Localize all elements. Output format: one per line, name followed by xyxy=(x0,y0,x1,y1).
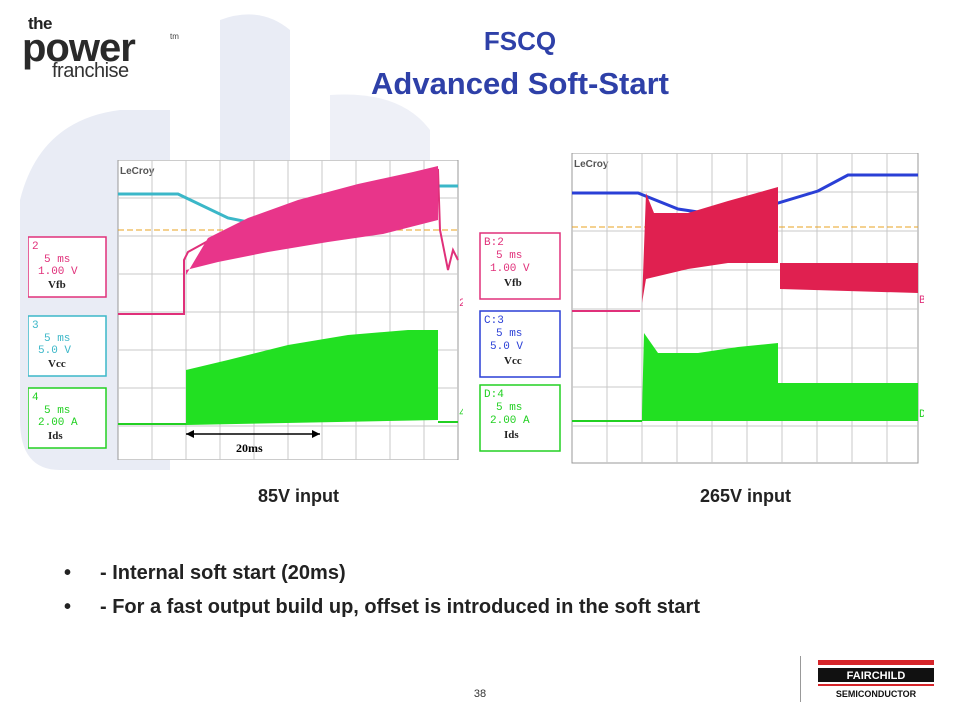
legend-ch3: 3 5 ms 5.0 V Vcc xyxy=(27,315,107,377)
legend-c3-signal: Vcc xyxy=(504,355,522,367)
marker-right-d: D xyxy=(919,409,924,421)
power-franchise-logo: the power tm franchise xyxy=(22,14,182,84)
slide-title-line1: FSCQ xyxy=(483,26,557,56)
legend-c3: C:3 5 ms 5.0 V Vcc xyxy=(479,310,561,378)
fairchild-logo-bottom: SEMICONDUCTOR xyxy=(836,689,917,699)
legend-c3-id: C:3 xyxy=(484,315,504,327)
legend-d4-time: 5 ms xyxy=(496,402,522,414)
legend-ch3-signal: Vcc xyxy=(48,358,66,370)
caption-left: 85V input xyxy=(258,486,340,506)
logo-franchise: franchise xyxy=(52,60,129,82)
legend-ch2-scale: 1.00 V xyxy=(38,266,78,278)
bullet-text: - Internal soft start (20ms) xyxy=(100,562,346,584)
logo-power: power xyxy=(22,26,136,70)
footer-divider xyxy=(800,656,801,702)
legend-d4: D:4 5 ms 2.00 A Ids xyxy=(479,384,561,452)
legend-ch2: 2 5 ms 1.00 V Vfb xyxy=(27,236,107,298)
legend-b2-id: B:2 xyxy=(484,237,504,249)
legend-ch4-signal: Ids xyxy=(48,430,63,442)
legend-d4-scale: 2.00 A xyxy=(490,415,530,427)
legend-b2: B:2 5 ms 1.00 V Vfb xyxy=(479,232,561,300)
legend-ch3-scale: 5.0 V xyxy=(38,345,71,357)
bullet-text: - For a fast output build up, offset is … xyxy=(100,596,700,618)
legend-ch2-id: 2 xyxy=(32,241,39,253)
marker-right-b: B xyxy=(919,295,924,307)
legend-b2-time: 5 ms xyxy=(496,250,522,262)
fairchild-logo: FAIRCHILD SEMICONDUCTOR xyxy=(818,660,934,699)
oscilloscope-left: 2 5 ms 1.00 V Vfb 3 5 ms 5.0 V Vcc 4 5 m… xyxy=(27,159,466,461)
scope-brand-right: LeCroy xyxy=(574,159,609,170)
bullet-dot: • xyxy=(64,562,72,584)
legend-c3-time: 5 ms xyxy=(496,328,522,340)
legend-ch3-time: 5 ms xyxy=(44,333,70,345)
legend-b2-signal: Vfb xyxy=(504,277,522,289)
scope-brand-left: LeCroy xyxy=(120,166,155,177)
annotation-20ms: 20ms xyxy=(186,430,320,455)
oscilloscope-right: B:2 5 ms 1.00 V Vfb C:3 5 ms 5.0 V Vcc D… xyxy=(478,152,926,465)
bullet-list: • - Internal soft start (20ms) • - For a… xyxy=(64,562,944,630)
bullet-item: • - For a fast output build up, offset i… xyxy=(64,596,944,630)
marker-left-4: 4 xyxy=(459,408,463,420)
oscilloscope-right-graphic: B:2 5 ms 1.00 V Vfb C:3 5 ms 5.0 V Vcc D… xyxy=(479,152,926,464)
logo-the: the xyxy=(28,14,53,33)
legend-d4-id: D:4 xyxy=(484,389,504,401)
annotation-20ms-label: 20ms xyxy=(236,441,263,455)
slide-title-line2: Advanced Soft-Start xyxy=(371,66,669,101)
caption-right: 265V input xyxy=(700,486,792,506)
fairchild-logo-top: FAIRCHILD xyxy=(847,670,906,682)
legend-ch3-id: 3 xyxy=(32,320,39,332)
oscilloscope-left-graphic: 2 5 ms 1.00 V Vfb 3 5 ms 5.0 V Vcc 4 5 m… xyxy=(27,159,466,461)
legend-b2-scale: 1.00 V xyxy=(490,263,530,275)
legend-ch2-signal: Vfb xyxy=(48,279,66,291)
page-number: 38 xyxy=(473,688,487,700)
bullet-item: • - Internal soft start (20ms) xyxy=(64,562,944,596)
marker-left-2: 2 xyxy=(459,298,463,310)
legend-c3-scale: 5.0 V xyxy=(490,341,523,353)
legend-ch4-id: 4 xyxy=(32,392,39,404)
logo-tm: tm xyxy=(170,32,179,41)
legend-ch4-scale: 2.00 A xyxy=(38,417,78,429)
bullet-dot: • xyxy=(64,596,72,618)
legend-d4-signal: Ids xyxy=(504,429,519,441)
legend-ch4: 4 5 ms 2.00 A Ids xyxy=(27,387,107,449)
legend-ch2-time: 5 ms xyxy=(44,254,70,266)
legend-ch4-time: 5 ms xyxy=(44,405,70,417)
